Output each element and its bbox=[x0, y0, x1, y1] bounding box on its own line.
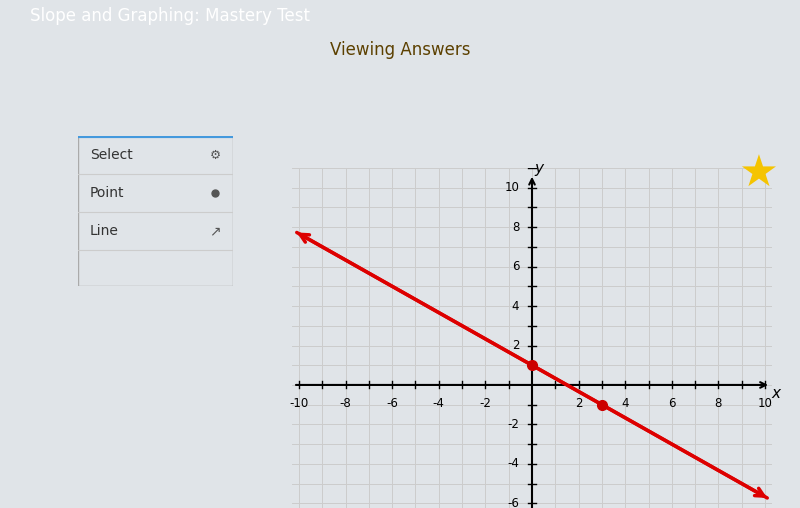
Text: Point: Point bbox=[90, 186, 125, 200]
Text: 6: 6 bbox=[512, 260, 519, 273]
Text: -8: -8 bbox=[340, 397, 351, 410]
Text: -2: -2 bbox=[479, 397, 491, 410]
Text: 8: 8 bbox=[714, 397, 722, 410]
Text: 10: 10 bbox=[504, 181, 519, 194]
Text: -10: -10 bbox=[290, 397, 309, 410]
Text: Viewing Answers: Viewing Answers bbox=[330, 41, 470, 59]
Text: -2: -2 bbox=[507, 418, 519, 431]
Text: -4: -4 bbox=[433, 397, 445, 410]
Text: -6: -6 bbox=[507, 497, 519, 508]
Text: -4: -4 bbox=[507, 457, 519, 470]
Text: 8: 8 bbox=[512, 220, 519, 234]
Text: 4: 4 bbox=[512, 300, 519, 312]
Text: ↗: ↗ bbox=[209, 224, 221, 238]
Text: Slope and Graphing: Mastery Test: Slope and Graphing: Mastery Test bbox=[30, 7, 310, 25]
Text: 2: 2 bbox=[512, 339, 519, 352]
Text: -6: -6 bbox=[386, 397, 398, 410]
Text: ⚙: ⚙ bbox=[210, 148, 221, 162]
Text: Select: Select bbox=[90, 148, 133, 162]
Text: 4: 4 bbox=[622, 397, 629, 410]
Text: 2: 2 bbox=[575, 397, 582, 410]
Text: x: x bbox=[771, 386, 781, 401]
Text: Line: Line bbox=[90, 224, 119, 238]
Text: ★: ★ bbox=[738, 153, 778, 196]
Text: 6: 6 bbox=[668, 397, 675, 410]
Text: y: y bbox=[534, 161, 543, 176]
Text: 10: 10 bbox=[758, 397, 773, 410]
